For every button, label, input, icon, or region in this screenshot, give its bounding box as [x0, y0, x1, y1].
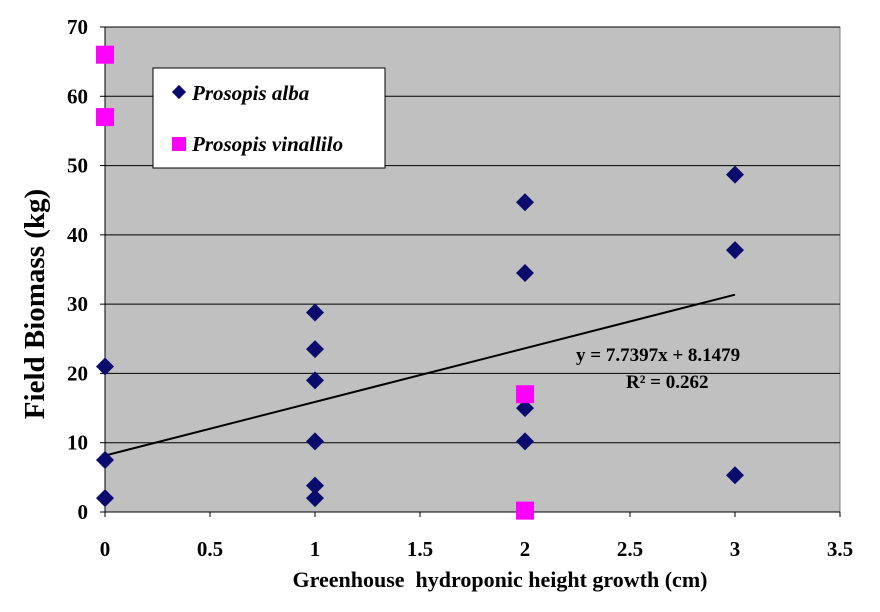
- data-point-prosopis-vinallilo: [516, 385, 534, 404]
- data-point-prosopis-alba: [306, 340, 324, 359]
- x-tick-label: 0: [100, 537, 111, 561]
- y-tick-label: 60: [67, 84, 88, 108]
- data-point-prosopis-alba: [516, 399, 534, 418]
- data-point-prosopis-alba: [96, 489, 114, 508]
- data-point-prosopis-alba: [726, 165, 744, 184]
- data-point-prosopis-alba: [726, 241, 744, 260]
- data-points: [96, 45, 744, 520]
- legend-label-prosopis-alba: Prosopis alba: [191, 81, 309, 105]
- y-tick-label: 30: [67, 292, 88, 316]
- data-point-prosopis-alba: [516, 432, 534, 451]
- x-tick-label: 3: [730, 537, 741, 561]
- x-axis-title: Greenhouse hydroponic height growth (cm): [293, 567, 708, 592]
- y-tick-label: 50: [67, 154, 88, 178]
- data-point-prosopis-alba: [306, 303, 324, 322]
- y-tick-label: 70: [67, 15, 88, 39]
- axes: [100, 26, 841, 517]
- data-point-prosopis-alba: [96, 357, 114, 376]
- x-tick-label: 3.5: [827, 537, 853, 561]
- data-point-prosopis-vinallilo: [96, 108, 114, 127]
- x-tick-label: 0.5: [197, 537, 223, 561]
- data-point-prosopis-vinallilo: [516, 501, 534, 520]
- y-tick-label: 20: [67, 361, 88, 385]
- legend-marker-prosopis-vinallilo: [172, 137, 186, 151]
- data-point-prosopis-alba: [306, 432, 324, 451]
- legend: Prosopis alba Prosopis vinallilo: [152, 67, 386, 169]
- data-point-prosopis-alba: [726, 466, 744, 485]
- y-tick-label: 40: [67, 223, 88, 247]
- data-point-prosopis-alba: [516, 263, 534, 282]
- data-point-prosopis-alba: [306, 489, 324, 508]
- x-tick-label: 1.5: [407, 537, 433, 561]
- trendline: [104, 293, 736, 457]
- data-point-prosopis-alba: [306, 476, 324, 495]
- trendline-equation: y = 7.7397x + 8.1479: [576, 345, 740, 366]
- x-tick-label: 2.5: [617, 537, 643, 561]
- x-tick-label: 1: [310, 537, 321, 561]
- trendline-group: [104, 293, 736, 457]
- legend-label-prosopis-vinallilo: Prosopis vinallilo: [191, 132, 343, 156]
- data-point-prosopis-alba: [306, 371, 324, 390]
- trendline-r2: R² = 0.262: [626, 372, 709, 393]
- data-point-prosopis-vinallilo: [96, 45, 114, 64]
- y-tick-label: 10: [67, 431, 88, 455]
- y-axis-title: Field Biomass (kg): [19, 189, 51, 419]
- legend-box: [152, 67, 386, 169]
- tick-labels: 0 0.5 1 1.5 2 2.5 3 3.5 0 10 20 30 40 50 60 70: [67, 15, 853, 561]
- data-point-prosopis-alba: [516, 193, 534, 212]
- data-point-prosopis-alba: [96, 451, 114, 470]
- y-tick-label: 0: [78, 500, 89, 524]
- x-tick-label: 2: [520, 537, 531, 561]
